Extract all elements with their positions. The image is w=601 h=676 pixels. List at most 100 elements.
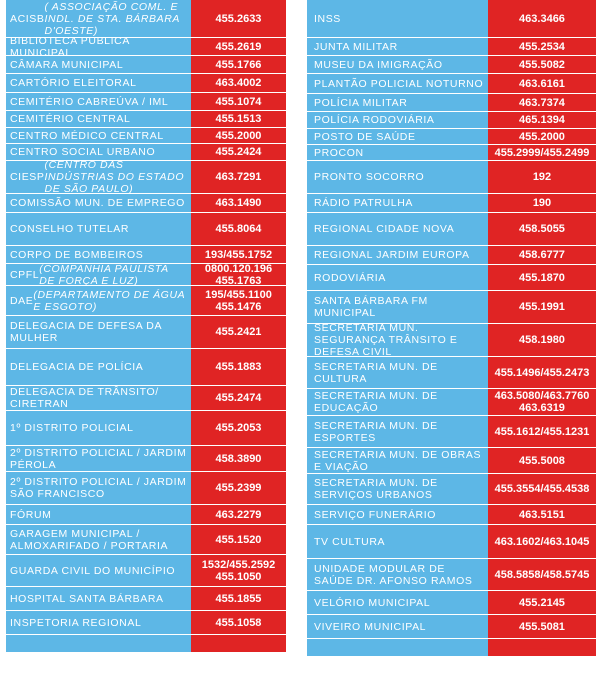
entry-name: POLÍCIA MILITAR	[307, 94, 488, 111]
entry-phone: 463.5151	[488, 505, 596, 524]
directory-row: POLÍCIA MILITAR 463.7374	[307, 94, 596, 112]
entry-phone: 463.3466	[488, 0, 596, 37]
entry-name: SECRETARIA MUN. SEGURANÇA TRÂNSITO E DEF…	[307, 324, 488, 356]
entry-phone: 455.3554/455.4538	[488, 474, 596, 504]
entry-name: CORPO DE BOMBEIROS	[6, 246, 191, 263]
entry-phone: 455.1855	[191, 587, 286, 610]
entry-name: VELÓRIO MUNICIPAL	[307, 591, 488, 614]
entry-phone: 455.2053	[191, 411, 286, 445]
directory-row: CARTÓRIO ELEITORAL 463.4002	[6, 74, 286, 93]
entry-phone: 463.2279	[191, 505, 286, 524]
entry-phone: 463.6161	[488, 74, 596, 93]
entry-name: CIESP (CENTRO DAS INDÚSTRIAS DO ESTADO D…	[6, 161, 191, 193]
entry-phone: 192	[488, 161, 596, 193]
entry-name: INSPETORIA REGIONAL	[6, 611, 191, 634]
entry-phone: 455.2424	[191, 144, 286, 160]
entry-name: JUNTA MILITAR	[307, 38, 488, 55]
entry-phone: 455.2000	[488, 129, 596, 144]
directory-row: CEMITÉRIO CENTRAL 455.1513	[6, 111, 286, 128]
entry-phone: 455.2999/455.2499	[488, 145, 596, 160]
entry-name: CARTÓRIO ELEITORAL	[6, 74, 191, 92]
entry-name: PROCON	[307, 145, 488, 160]
entry-phone: 455.8064	[191, 213, 286, 245]
directory-row: MUSEU DA IMIGRAÇÃO 455.5082	[307, 56, 596, 74]
entry-name: GARAGEM MUNICIPAL / ALMOXARIFADO / PORTA…	[6, 525, 191, 554]
entry-phone: 455.1496/455.2473	[488, 357, 596, 388]
directory-column-left: ACISB ( ASSOCIAÇÃO COML. E INDL. DE STA.…	[6, 0, 286, 653]
entry-phone: 455.5081	[488, 615, 596, 638]
entry-name: SECRETARIA MUN. DE OBRAS E VIAÇÃO	[307, 448, 488, 473]
directory-row: DELEGACIA DE TRÂNSITO/ CIRETRAN 455.2474	[6, 386, 286, 411]
directory-row: SECRETARIA MUN. DE SERVIÇOS URBANOS 455.3…	[307, 474, 596, 505]
entry-phone: 463.4002	[191, 74, 286, 92]
directory-row: CENTRO MÉDICO CENTRAL 455.2000	[6, 128, 286, 144]
directory-row: VELÓRIO MUNICIPAL 455.2145	[307, 591, 596, 615]
entry-phone: 463.7291	[191, 161, 286, 193]
entry-phone: 455.2421	[191, 316, 286, 348]
entry-name: DELEGACIA DE DEFESA DA MULHER	[6, 316, 191, 348]
entry-phone: 463.1490	[191, 194, 286, 212]
entry-name: FÓRUM	[6, 505, 191, 524]
directory-row: PLANTÃO POLICIAL NOTURNO 463.6161	[307, 74, 596, 94]
directory-row: INSPETORIA REGIONAL 455.1058	[6, 611, 286, 635]
entry-phone: 455.2534	[488, 38, 596, 55]
directory-row: SERVIÇO FUNERÁRIO 463.5151	[307, 505, 596, 525]
directory-row: DELEGACIA DE DEFESA DA MULHER 455.2421	[6, 316, 286, 349]
entry-name: CEMITÉRIO CABREÚVA / IML	[6, 93, 191, 110]
directory-row: CIESP (CENTRO DAS INDÚSTRIAS DO ESTADO D…	[6, 161, 286, 194]
directory-row: JUNTA MILITAR 455.2534	[307, 38, 596, 56]
directory-row: 2º DISTRITO POLICIAL / JARDIM SÃO FRANCI…	[6, 472, 286, 505]
entry-name: PRONTO SOCORRO	[307, 161, 488, 193]
directory-row: INSS 463.3466	[307, 0, 596, 38]
directory-row: PRONTO SOCORRO 192	[307, 161, 596, 194]
entry-name: COMISSÃO MUN. DE EMPREGO	[6, 194, 191, 212]
directory-row: CENTRO SOCIAL URBANO 455.2424	[6, 144, 286, 161]
entry-name: DAE (DEPARTAMENTO DE ÁGUA E ESGOTO)	[6, 286, 191, 315]
entry-name: VIVEIRO MUNICIPAL	[307, 615, 488, 638]
directory-row	[307, 639, 596, 657]
entry-phone: 455.1991	[488, 291, 596, 323]
directory-row: CÂMARA MUNICIPAL 455.1766	[6, 56, 286, 74]
entry-phone: 458.5858/458.5745	[488, 559, 596, 590]
column-gap	[286, 0, 307, 676]
directory-row: CORPO DE BOMBEIROS 193/455.1752	[6, 246, 286, 264]
entry-name	[6, 635, 191, 652]
entry-phone: 455.2399	[191, 472, 286, 504]
directory-row: REGIONAL CIDADE NOVA 458.5055	[307, 213, 596, 246]
directory-row: RODOVIÁRIA 455.1870	[307, 265, 596, 291]
directory-row: ACISB ( ASSOCIAÇÃO COML. E INDL. DE STA.…	[6, 0, 286, 38]
directory-row: SECRETARIA MUN. DE ESPORTES 455.1612/455.…	[307, 416, 596, 448]
entry-phone: 463.1602/463.1045	[488, 525, 596, 558]
entry-name: REGIONAL JARDIM EUROPA	[307, 246, 488, 264]
entry-name: POSTO DE SAÚDE	[307, 129, 488, 144]
entry-name: SECRETARIA MUN. DE EDUCAÇÃO	[307, 389, 488, 415]
entry-name: UNIDADE MODULAR DE SAÚDE DR. AFONSO RAMO…	[307, 559, 488, 590]
directory-column-right: INSS 463.3466 JUNTA MILITAR 455.2534 MUSEU D…	[307, 0, 596, 657]
directory-row: PROCON 455.2999/455.2499	[307, 145, 596, 161]
entry-name: SECRETARIA MUN. DE SERVIÇOS URBANOS	[307, 474, 488, 504]
entry-name: RÁDIO PATRULHA	[307, 194, 488, 212]
directory-row: CONSELHO TUTELAR 455.8064	[6, 213, 286, 246]
directory-row: 2º DISTRITO POLICIAL / JARDIM PÉROLA 458.…	[6, 446, 286, 472]
entry-name: MUSEU DA IMIGRAÇÃO	[307, 56, 488, 73]
entry-phone: 455.5082	[488, 56, 596, 73]
entry-phone: 458.3890	[191, 446, 286, 471]
entry-phone	[488, 639, 596, 656]
entry-phone	[191, 635, 286, 652]
entry-phone: 455.5008	[488, 448, 596, 473]
entry-phone: 455.1883	[191, 349, 286, 385]
entry-name: DELEGACIA DE TRÂNSITO/ CIRETRAN	[6, 386, 191, 410]
entry-name: RODOVIÁRIA	[307, 265, 488, 290]
entry-phone: 455.1612/455.1231	[488, 416, 596, 447]
entry-phone: 455.1074	[191, 93, 286, 110]
directory-row: DAE (DEPARTAMENTO DE ÁGUA E ESGOTO) 195/4…	[6, 286, 286, 316]
entry-name: CENTRO MÉDICO CENTRAL	[6, 128, 191, 143]
entry-name: GUARDA CIVIL DO MUNICÍPIO	[6, 555, 191, 586]
directory-row	[6, 635, 286, 653]
directory-row: SECRETARIA MUN. DE OBRAS E VIAÇÃO 455.500…	[307, 448, 596, 474]
entry-name: POLÍCIA RODOVIÁRIA	[307, 112, 488, 128]
entry-phone: 193/455.1752	[191, 246, 286, 263]
directory-row: CEMITÉRIO CABREÚVA / IML 455.1074	[6, 93, 286, 111]
entry-phone: 463.7374	[488, 94, 596, 111]
entry-name: DELEGACIA DE POLÍCIA	[6, 349, 191, 385]
